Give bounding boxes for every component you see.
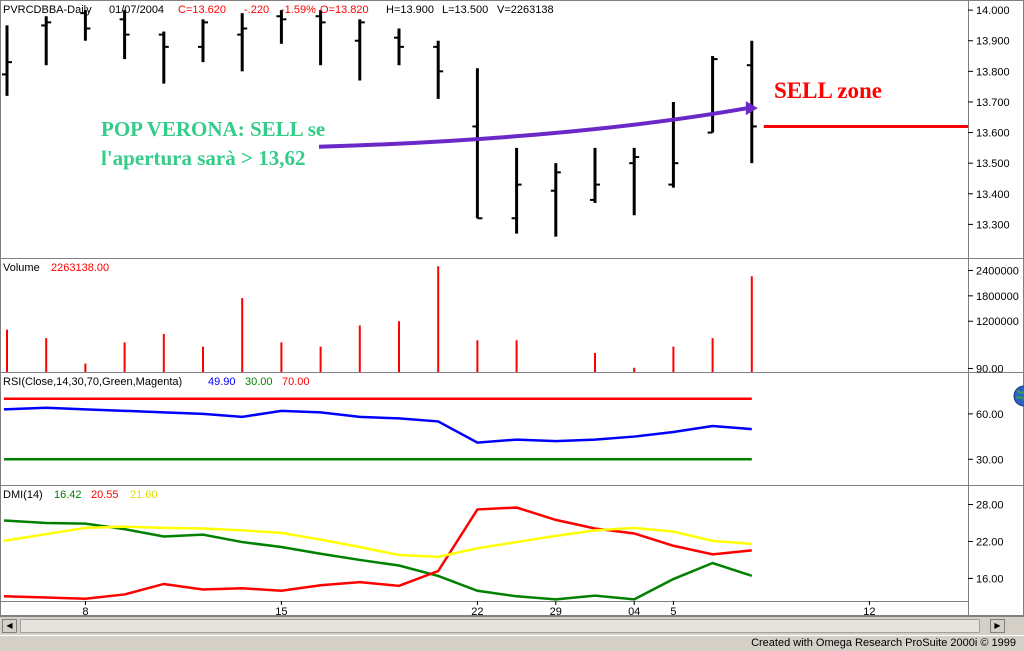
rsi-tick-label: 90.00 [976,363,1004,375]
date-tick-label: 04 [628,606,640,616]
price-tick-label: 13.700 [976,97,1010,109]
header-change: -.220 [244,4,269,16]
ohlc-bar [354,19,365,81]
price-tick-label: 13.900 [976,36,1010,48]
ohlc-bar [119,10,130,60]
header-date: 01/07/2004 [109,4,164,16]
ohlc-bar [707,56,718,134]
price-panel [2,10,968,237]
dmi-minus-line [3,506,752,601]
horizontal-scrollbar[interactable]: ◀ ▶ [0,616,1024,635]
rsi-value-2: 30.00 [245,376,273,388]
date-tick-label: 29 [550,606,562,616]
ohlc-bar [511,147,522,234]
dmi-plus-line [3,525,752,559]
globe-icon [1013,385,1024,407]
scroll-left-button[interactable]: ◀ [2,619,17,633]
header-low: L=13.500 [442,4,488,16]
price-tick-label: 13.600 [976,128,1010,140]
chart-frame [0,0,1024,616]
annotation-line-1: POP VERONA: SELL se [101,117,325,141]
axes: 14.000 13.900 13.800 13.700 13.600 13.500 13.4… [82,5,1018,616]
date-tick-label: 22 [471,606,483,616]
rsi-value-3: 70.00 [282,376,310,388]
price-tick-label: 13.500 [976,158,1010,170]
header-open: O=13.820 [320,4,369,16]
ohlc-bar [629,147,640,216]
ohlc-bar [472,68,483,220]
ohlc-bar [158,31,169,84]
date-tick-label: 15 [275,606,287,616]
trend-arrowhead [745,101,758,116]
footer-bar: Created with Omega Research ProSuite 200… [0,636,1024,651]
ohlc-bar [41,16,52,66]
rsi-panel [3,397,752,461]
dmi-label: DMI(14) [3,489,43,501]
header-volume: V=2263138 [497,4,554,16]
volume-label: Volume [3,262,40,274]
ohlc-bar [668,101,679,188]
volume-tick-label: 2400000 [976,265,1019,277]
chart-canvas: 14.000 13.900 13.800 13.700 13.600 13.500 13.4… [0,0,1024,616]
trend-line [318,106,749,149]
dmi-value-3: 21.60 [130,489,158,501]
header-close: C=13.620 [178,4,226,16]
ohlc-bar [80,10,91,41]
dmi-panel [3,506,753,601]
price-tick-label: 13.400 [976,189,1010,201]
rsi-tick-label: 30.00 [976,454,1004,466]
rsi-value-1: 49.90 [208,376,236,388]
rsi-line [3,406,752,444]
ohlc-bar [237,13,248,72]
header-high: H=13.900 [386,4,434,16]
ohlc-bar [433,40,444,99]
sell-zone-label: SELL zone [774,78,882,103]
ohlc-bar [394,28,404,66]
dmi-tick-label: 22.00 [976,536,1004,548]
header-symbol: PVRCDBBA-Daily [3,4,92,16]
date-tick-label: 8 [82,606,88,616]
footer-credit: Created with Omega Research ProSuite 200… [751,637,1016,649]
rsi-label: RSI(Close,14,30,70,Green,Magenta) [3,376,182,388]
price-tick-label: 13.300 [976,219,1010,231]
volume-tick-label: 1200000 [976,316,1019,328]
date-tick-label: 5 [670,606,676,616]
scroll-thumb[interactable] [20,619,980,633]
ohlc-bar [315,10,326,66]
volume-value: 2263138.00 [51,262,109,274]
dmi-value-2: 20.55 [91,489,119,501]
header-pct: -1.59% [281,4,316,16]
dmi-value-1: 16.42 [54,489,82,501]
dmi-tick-label: 28.00 [976,499,1004,511]
ohlc-bar [2,25,12,96]
scroll-right-button[interactable]: ▶ [990,619,1005,633]
ohlc-bar [590,147,600,203]
ohlc-bar [746,40,757,164]
price-tick-label: 13.800 [976,66,1010,78]
annotation-line-2: l'apertura sarà > 13,62 [101,146,305,170]
price-tick-label: 14.000 [976,5,1010,17]
ohlc-bar [550,163,561,237]
volume-panel [6,266,753,372]
date-tick-label: 12 [863,606,875,616]
dmi-tick-label: 16.00 [976,573,1004,585]
rsi-tick-label: 60.00 [976,409,1004,421]
dmi-adx-line [3,519,753,601]
volume-tick-label: 1800000 [976,291,1019,303]
ohlc-bar [198,19,208,63]
ohlc-bar [276,10,287,44]
